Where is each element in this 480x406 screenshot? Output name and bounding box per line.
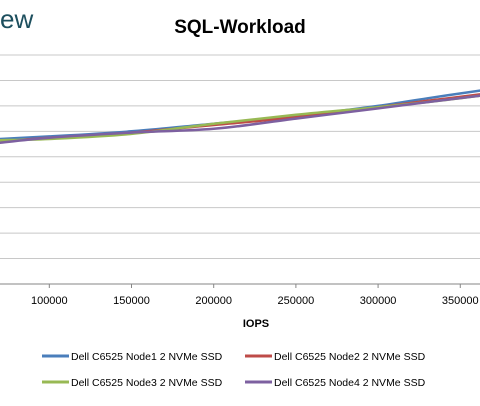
legend-label: Dell C6525 Node1 2 NVMe SSD	[71, 351, 223, 363]
x-axis: 100000 150000 200000 250000 300000 350000	[31, 284, 479, 307]
legend-label: Dell C6525 Node4 2 NVMe SSD	[274, 377, 426, 389]
x-tick-label: 350000	[442, 295, 479, 307]
x-tick-label: 300000	[360, 295, 397, 307]
chart-title: SQL-Workload	[174, 17, 306, 38]
x-tick-label: 250000	[278, 295, 315, 307]
watermark-text: ew	[0, 4, 33, 34]
x-tick-label: 100000	[31, 295, 68, 307]
legend-label: Dell C6525 Node2 2 NVMe SSD	[274, 351, 426, 363]
gridlines	[0, 54, 480, 285]
series-lines	[0, 89, 480, 145]
x-tick-label: 200000	[195, 295, 232, 307]
legend-label: Dell C6525 Node3 2 NVMe SSD	[71, 377, 223, 389]
legend: Dell C6525 Node1 2 NVMe SSD Dell C6525 No…	[42, 351, 426, 389]
x-axis-label: IOPS	[243, 318, 269, 330]
x-tick-label: 150000	[113, 295, 150, 307]
series-line-node4	[0, 94, 480, 145]
